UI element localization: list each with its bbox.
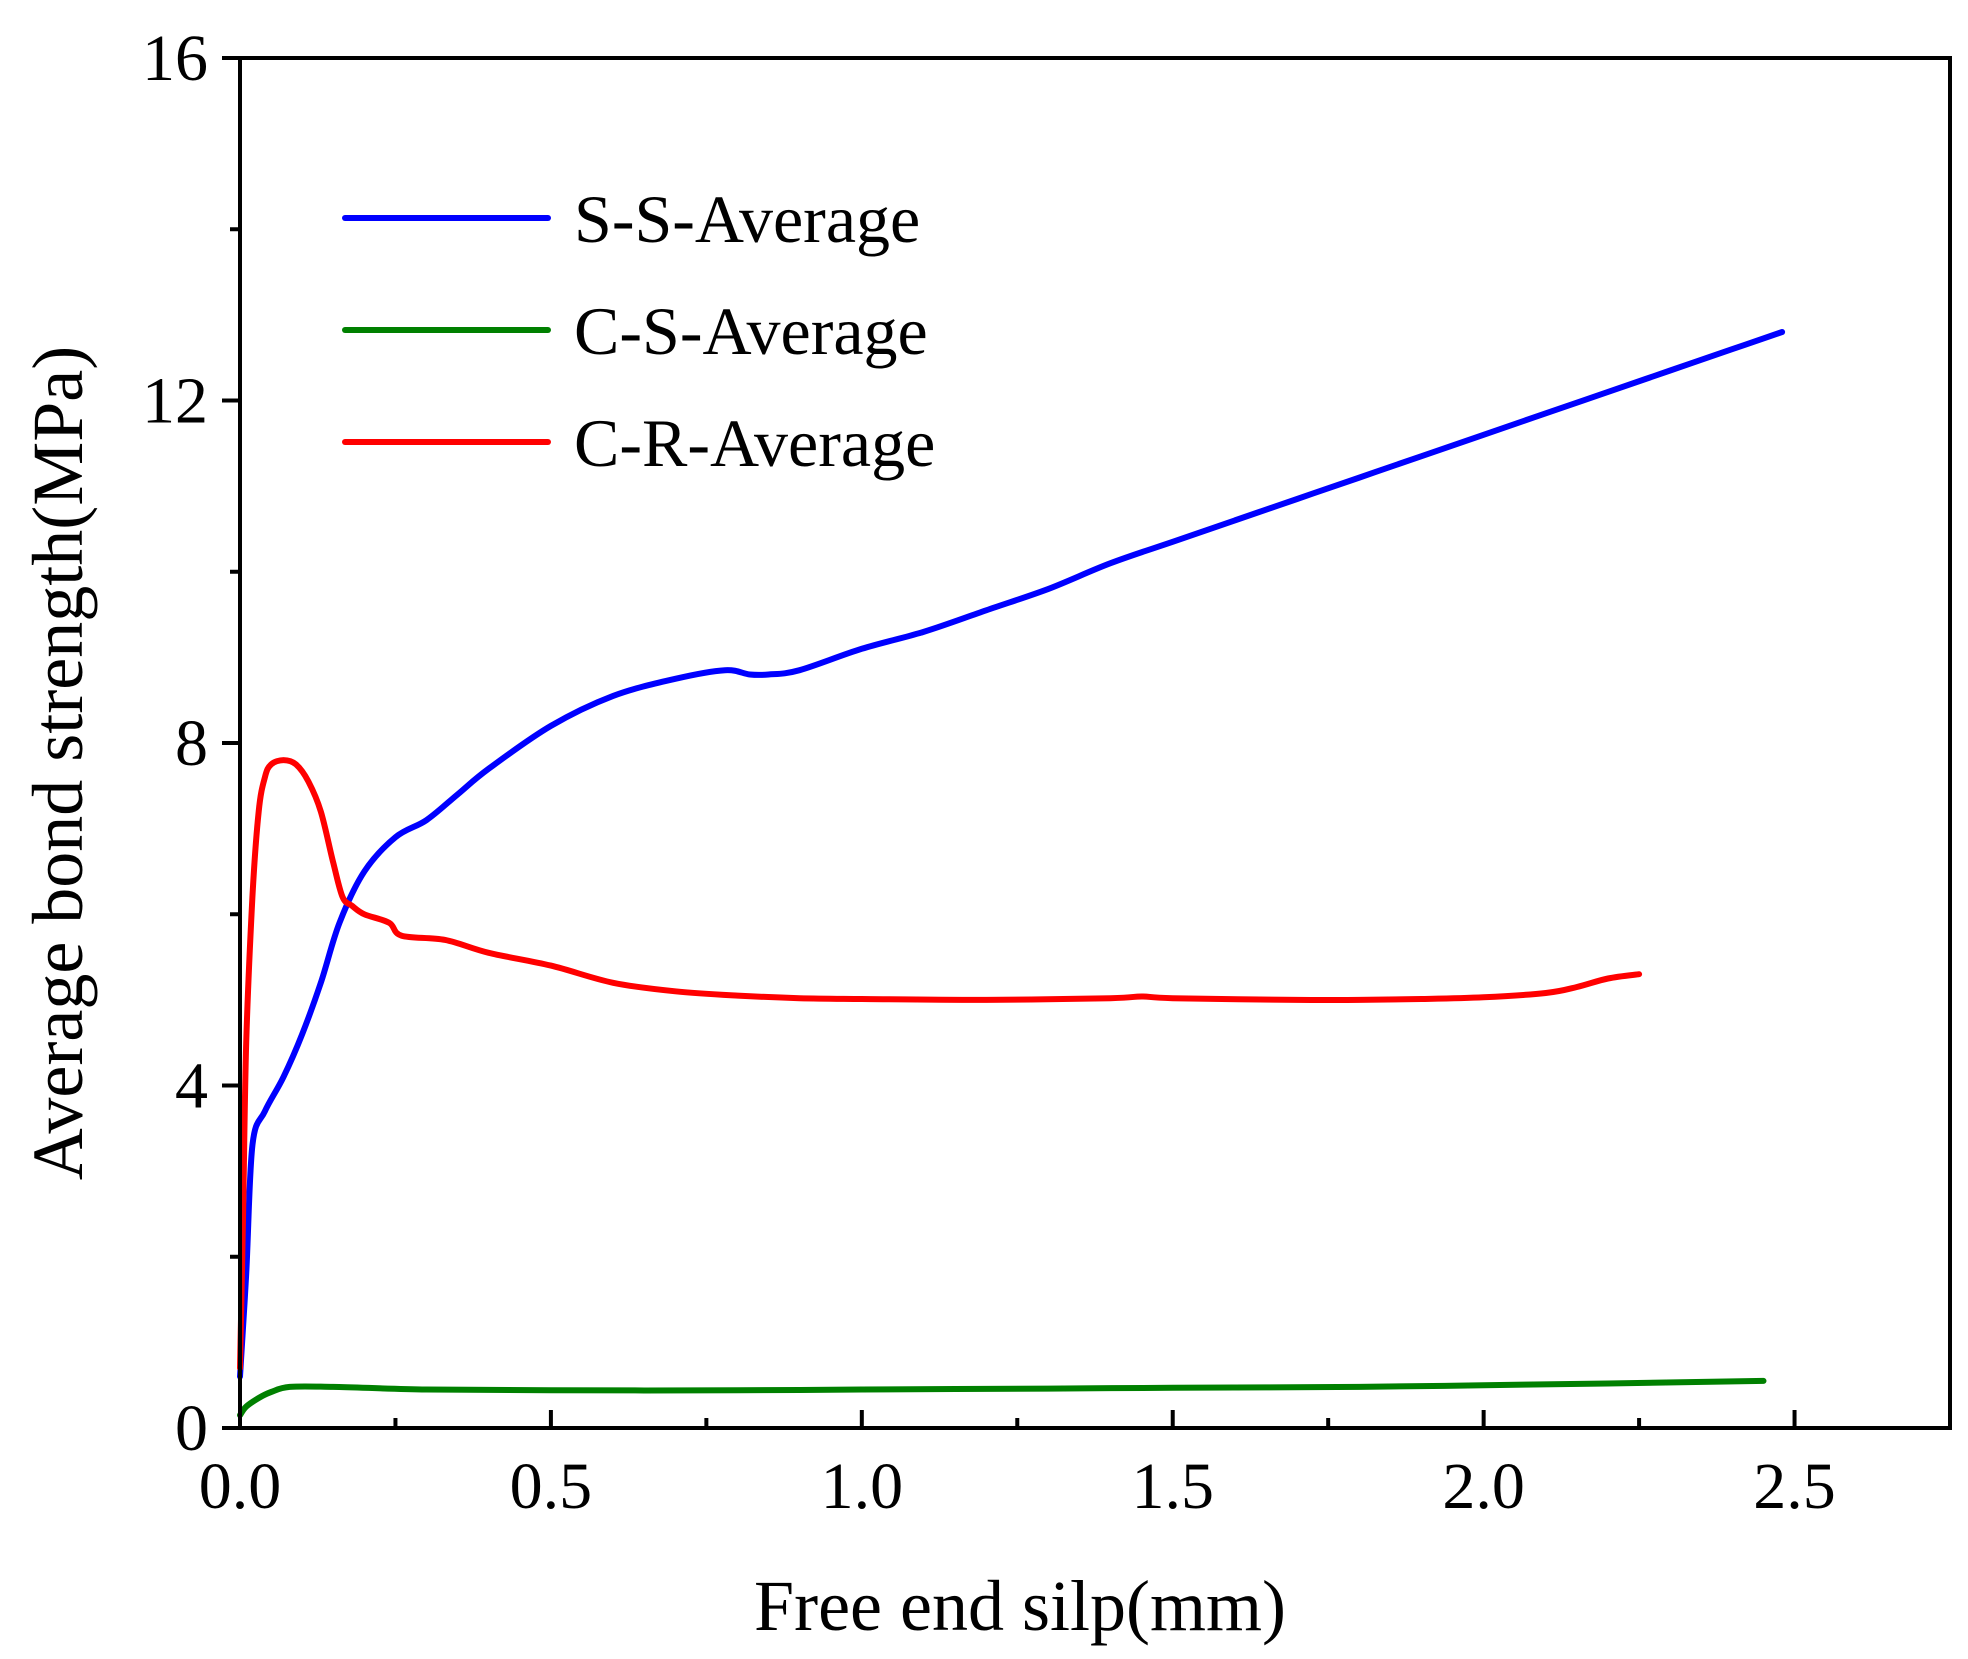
y-tick-label: 4 xyxy=(175,1050,208,1123)
x-tick-label: 0.0 xyxy=(199,1450,282,1523)
series-layer xyxy=(237,329,1786,1419)
x-tick-label: 1.0 xyxy=(821,1450,904,1523)
x-tick-label: 2.5 xyxy=(1753,1450,1836,1523)
x-tick-label: 1.5 xyxy=(1131,1450,1214,1523)
series-line-c-s-average xyxy=(237,1377,1767,1419)
x-tick-label: 0.5 xyxy=(510,1450,593,1523)
y-tick-label: 0 xyxy=(175,1392,208,1465)
legend-label-c-r-average: C-R-Average xyxy=(574,405,935,481)
legend-label-s-s-average: S-S-Average xyxy=(574,181,920,257)
series-line-c-r-average xyxy=(237,757,1643,1372)
y-axis-title: Average bond strength(MPa) xyxy=(18,346,98,1180)
legend: S-S-Average C-S-Average C-R-Average xyxy=(342,181,935,481)
plot-frame xyxy=(238,56,1952,1430)
y-tick-label: 8 xyxy=(175,707,208,780)
y-tick-label: 16 xyxy=(142,22,208,95)
axes-layer: 0.0 0.5 1.0 1.5 2.0 2.5 0 4 8 12 16 xyxy=(142,22,1952,1523)
x-axis-title: Free end silp(mm) xyxy=(754,1566,1286,1646)
legend-label-c-s-average: C-S-Average xyxy=(574,293,928,369)
y-tick-label: 12 xyxy=(142,365,208,438)
series-line-s-s-average xyxy=(237,329,1786,1380)
x-tick-label: 2.0 xyxy=(1442,1450,1525,1523)
